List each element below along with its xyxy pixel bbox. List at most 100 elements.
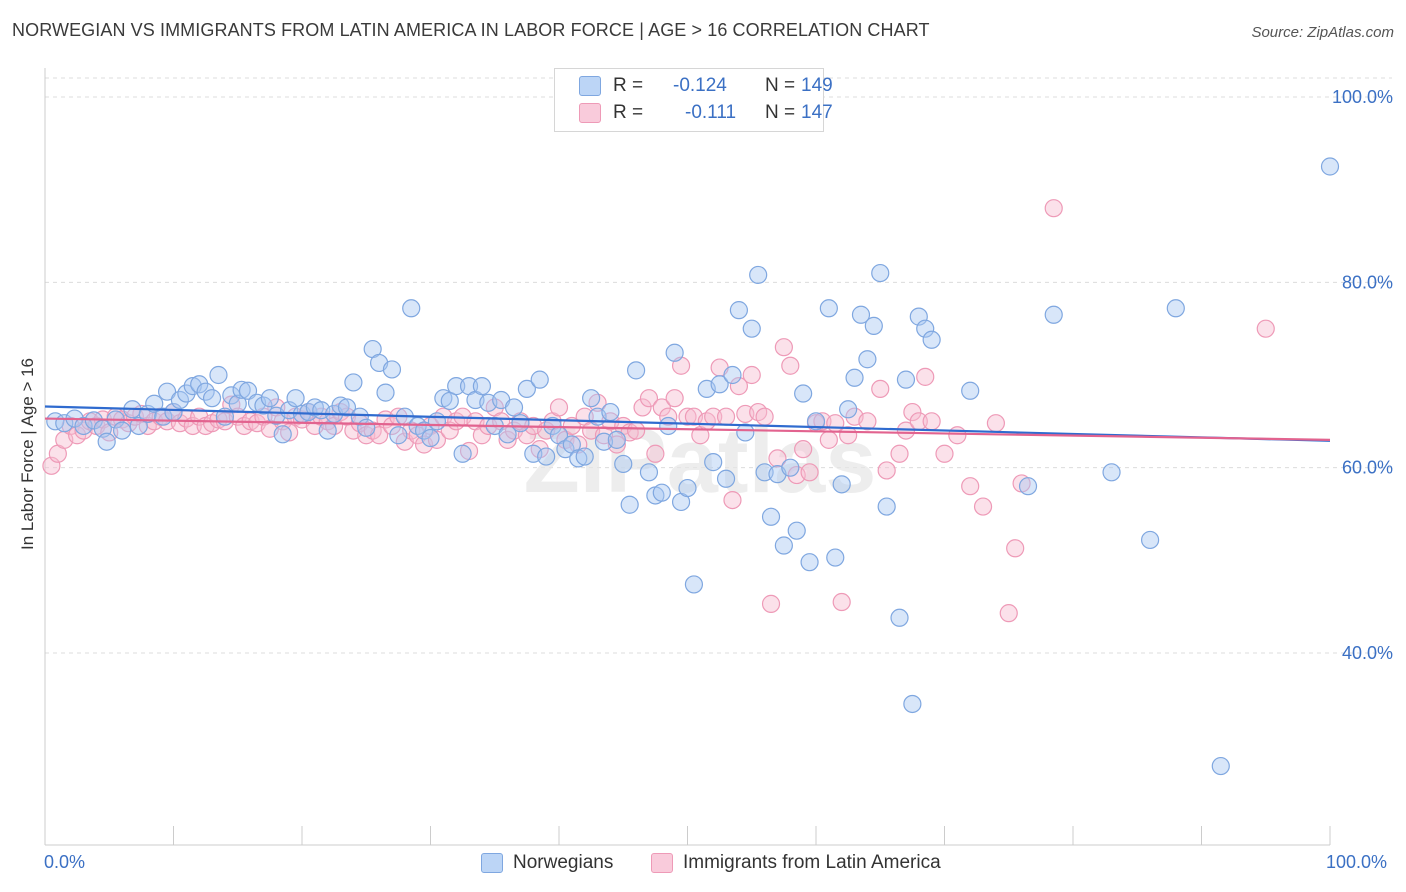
data-point — [177, 384, 196, 403]
data-point — [665, 343, 684, 362]
data-point — [1140, 530, 1160, 550]
data-point — [723, 365, 742, 385]
data-point — [97, 432, 116, 451]
data-point — [890, 608, 909, 627]
data-point — [871, 263, 890, 283]
data-point — [684, 575, 704, 594]
r-label: R = — [613, 75, 644, 96]
data-point — [614, 454, 633, 474]
stats-legend: R = -0.124 N = 149 R = -0.111 N = 147 — [554, 68, 833, 132]
data-point — [190, 375, 209, 394]
data-point — [729, 377, 749, 396]
data-point — [832, 592, 851, 612]
data-point — [826, 414, 845, 433]
data-point — [916, 367, 935, 386]
data-point — [472, 377, 491, 396]
data-point — [626, 361, 646, 380]
stats-row-latin: R = -0.111 N = 147 — [579, 100, 833, 126]
data-point — [665, 389, 684, 408]
data-point — [774, 536, 793, 555]
axes-layer — [44, 68, 1331, 846]
data-point — [498, 430, 517, 449]
data-point — [781, 356, 800, 375]
data-point — [414, 421, 434, 440]
latin-swatch-icon — [579, 103, 601, 123]
data-point — [1320, 157, 1340, 176]
data-point — [1166, 299, 1185, 318]
stats-row-norwegians: R = -0.124 N = 149 — [579, 73, 833, 99]
n-value: 149 — [801, 75, 833, 96]
data-point — [652, 483, 671, 502]
data-point — [961, 381, 980, 400]
data-point — [858, 350, 877, 369]
data-point — [639, 389, 659, 408]
data-point — [749, 265, 768, 285]
data-point — [357, 418, 376, 437]
data-point — [537, 447, 556, 466]
data-point — [202, 389, 222, 408]
data-point — [74, 416, 93, 436]
data-point — [447, 377, 466, 396]
data-point — [736, 423, 755, 442]
data-point — [286, 389, 305, 408]
data-point — [903, 694, 922, 714]
y-tick-labels: 40.0% 60.0% 80.0% 100.0% — [1332, 87, 1393, 663]
data-point — [389, 426, 408, 445]
legend-item-latin[interactable]: Immigrants from Latin America — [651, 852, 941, 874]
y-tick-label: 100.0% — [1332, 87, 1393, 107]
data-point — [280, 423, 299, 442]
data-point — [626, 421, 646, 440]
data-point — [170, 390, 190, 410]
data-point — [781, 458, 800, 477]
data-point — [864, 316, 883, 335]
r-value: -0.124 — [673, 75, 727, 96]
source-label: Source: ZipAtlas.com — [1251, 24, 1394, 41]
data-point — [1211, 756, 1230, 776]
data-point — [839, 426, 858, 445]
data-point — [890, 444, 909, 463]
data-point — [851, 305, 871, 324]
data-point — [504, 398, 524, 417]
data-point — [350, 407, 369, 426]
data-point — [794, 440, 813, 459]
data-point — [646, 444, 665, 463]
n-label: N = — [765, 75, 796, 96]
data-point — [196, 382, 215, 401]
data-point — [344, 373, 363, 392]
data-point — [729, 301, 749, 320]
data-point — [607, 430, 626, 449]
y-tick-label: 80.0% — [1342, 272, 1393, 292]
data-point — [402, 299, 421, 318]
legend-item-norwegians[interactable]: Norwegians — [481, 852, 613, 874]
data-point — [948, 426, 967, 445]
data-point — [421, 428, 440, 448]
data-point — [639, 463, 659, 482]
data-point — [800, 553, 819, 572]
trend-line-latin — [44, 417, 1331, 441]
data-point — [549, 398, 569, 417]
data-point — [704, 453, 723, 472]
series-legend: Norwegians Immigrants from Latin America — [0, 852, 1406, 878]
data-point — [46, 412, 65, 431]
data-point — [768, 449, 787, 468]
data-point — [453, 444, 472, 463]
data-point — [819, 430, 838, 449]
data-point — [845, 368, 864, 387]
data-point — [575, 447, 594, 466]
data-point — [517, 379, 536, 398]
data-point — [129, 416, 148, 436]
data-point — [569, 449, 588, 468]
data-point — [511, 414, 530, 433]
data-point — [112, 421, 132, 440]
data-point — [530, 370, 549, 389]
data-point — [806, 412, 826, 431]
data-point — [678, 478, 697, 498]
data-point — [427, 412, 447, 431]
y-axis-label: In Labor Force | Age > 16 — [18, 357, 37, 550]
data-point — [761, 507, 781, 526]
data-point — [232, 380, 251, 399]
legend-label: Norwegians — [513, 852, 614, 873]
data-point — [755, 407, 774, 426]
data-point — [157, 382, 177, 401]
